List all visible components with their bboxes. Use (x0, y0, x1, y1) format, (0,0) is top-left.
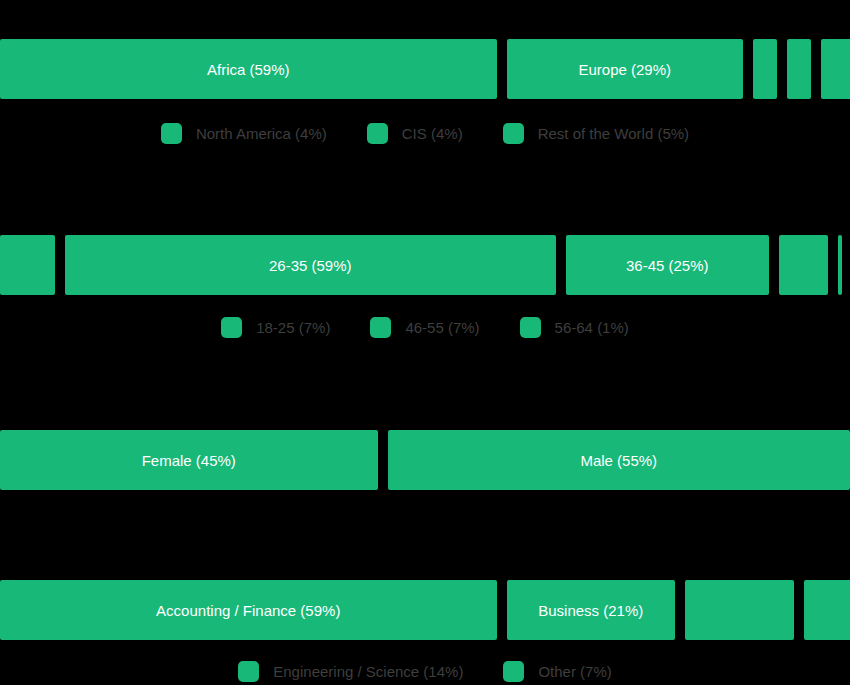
legend-item-56-64: 56-64 (1%) (520, 317, 629, 338)
segment-36-45: 36-45 (25%) (561, 235, 774, 295)
field-bar: Accounting / Finance (59%) Business (21%… (0, 580, 850, 640)
legend-swatch (370, 317, 391, 338)
legend-label: 56-64 (1%) (555, 319, 629, 336)
gender-bar: Female (45%) Male (55%) (0, 430, 850, 490)
segment-46-55-fill (779, 235, 829, 295)
segment-europe: Europe (29%) (502, 39, 749, 99)
legend-swatch (520, 317, 541, 338)
segment-engineering-science (680, 580, 799, 640)
segment-18-25-fill (0, 235, 55, 295)
legend-label: Other (7%) (538, 663, 611, 680)
segment-other (799, 580, 850, 640)
legend-swatch (503, 661, 524, 682)
segment-rest-of-world-fill (821, 39, 850, 99)
legend-item-rest-of-world: Rest of the World (5%) (503, 123, 689, 144)
segment-label: 36-45 (25%) (626, 257, 709, 274)
segment-europe-fill: Europe (29%) (507, 39, 744, 99)
region-legend: North America (4%) CIS (4%) Rest of the … (0, 122, 850, 144)
legend-item-cis: CIS (4%) (367, 123, 463, 144)
segment-engineering-science-fill (685, 580, 794, 640)
segment-label: Male (55%) (580, 452, 657, 469)
legend-item-north-america: North America (4%) (161, 123, 327, 144)
segment-business-fill: Business (21%) (507, 580, 676, 640)
segment-north-america (748, 39, 782, 99)
segment-male-fill: Male (55%) (388, 430, 850, 490)
segment-label: Business (21%) (538, 602, 643, 619)
demographics-infographic: Africa (59%) Europe (29%) North America … (0, 0, 850, 685)
legend-label: North America (4%) (196, 125, 327, 142)
legend-swatch (503, 123, 524, 144)
segment-56-64-fill (838, 235, 842, 295)
segment-cis (782, 39, 816, 99)
legend-item-46-55: 46-55 (7%) (370, 317, 479, 338)
segment-label: Accounting / Finance (59%) (156, 602, 340, 619)
legend-item-other: Other (7%) (503, 661, 611, 682)
segment-male: Male (55%) (383, 430, 850, 490)
segment-north-america-fill (753, 39, 777, 99)
segment-other-fill (804, 580, 850, 640)
legend-label: Engineering / Science (14%) (273, 663, 463, 680)
segment-label: 26-35 (59%) (269, 257, 352, 274)
segment-cis-fill (787, 39, 811, 99)
legend-swatch (161, 123, 182, 144)
segment-africa: Africa (59%) (0, 39, 502, 99)
segment-female: Female (45%) (0, 430, 383, 490)
region-bar: Africa (59%) Europe (29%) (0, 39, 850, 99)
segment-46-55 (774, 235, 834, 295)
segment-56-64 (833, 235, 842, 295)
segment-female-fill: Female (45%) (0, 430, 378, 490)
age-legend: 18-25 (7%) 46-55 (7%) 56-64 (1%) (0, 316, 850, 338)
field-legend: Engineering / Science (14%) Other (7%) (0, 660, 850, 682)
legend-item-engineering-science: Engineering / Science (14%) (238, 661, 463, 682)
legend-label: 46-55 (7%) (405, 319, 479, 336)
segment-label: Europe (29%) (578, 61, 671, 78)
segment-18-25 (0, 235, 60, 295)
segment-accounting-finance-fill: Accounting / Finance (59%) (0, 580, 497, 640)
age-bar: 26-35 (59%) 36-45 (25%) (0, 235, 850, 295)
segment-accounting-finance: Accounting / Finance (59%) (0, 580, 502, 640)
segment-label: Africa (59%) (207, 61, 290, 78)
segment-rest-of-world (816, 39, 850, 99)
legend-swatch (238, 661, 259, 682)
legend-label: CIS (4%) (402, 125, 463, 142)
legend-label: Rest of the World (5%) (538, 125, 689, 142)
segment-26-35: 26-35 (59%) (60, 235, 562, 295)
legend-swatch (367, 123, 388, 144)
segment-label: Female (45%) (142, 452, 236, 469)
legend-item-18-25: 18-25 (7%) (221, 317, 330, 338)
segment-africa-fill: Africa (59%) (0, 39, 497, 99)
segment-26-35-fill: 26-35 (59%) (65, 235, 557, 295)
segment-business: Business (21%) (502, 580, 681, 640)
segment-36-45-fill: 36-45 (25%) (566, 235, 769, 295)
legend-swatch (221, 317, 242, 338)
legend-label: 18-25 (7%) (256, 319, 330, 336)
